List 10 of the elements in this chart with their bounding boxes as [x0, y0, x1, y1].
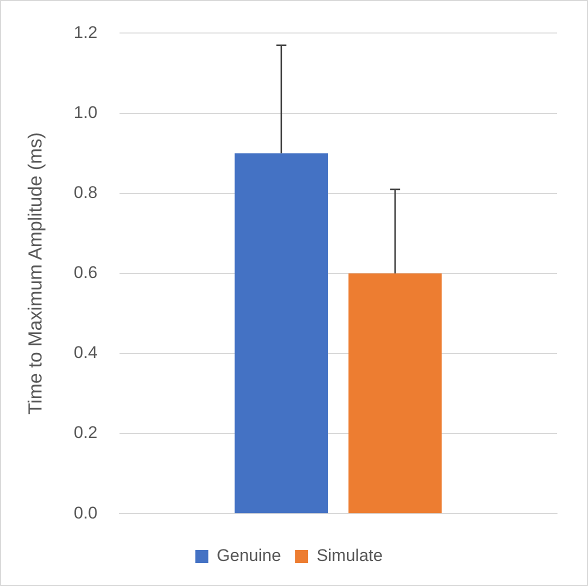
- y-tick-label: 0.2: [74, 423, 98, 442]
- legend-label: Simulate: [316, 546, 383, 566]
- y-tick-label: 0.8: [74, 183, 98, 202]
- y-tick-label: 0.4: [74, 343, 98, 362]
- y-tick-label: 0.0: [74, 503, 98, 522]
- y-tick-label: 1.2: [74, 22, 98, 42]
- y-tick-label: 0.6: [74, 263, 98, 282]
- y-axis-title: Time to Maximum Amplitude (ms): [26, 132, 47, 415]
- legend-label: Genuine: [216, 546, 282, 566]
- y-tick-label: 1.0: [74, 102, 98, 122]
